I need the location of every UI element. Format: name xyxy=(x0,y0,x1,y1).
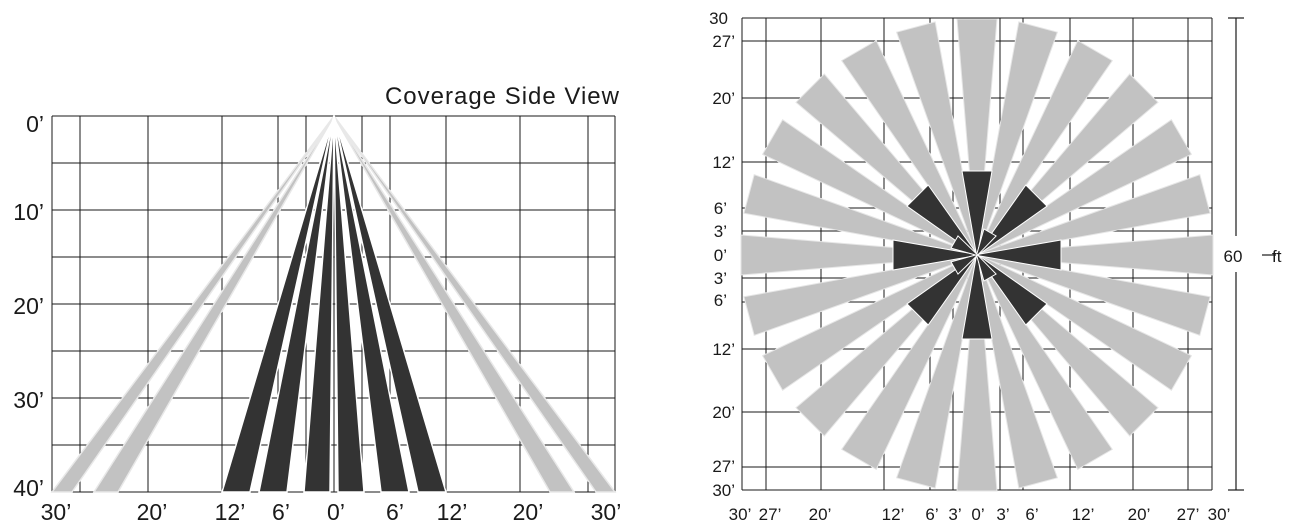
top-y-label: 6’ xyxy=(714,291,727,310)
top-y-label: 30 xyxy=(709,9,728,28)
side-view-far-beams xyxy=(50,115,617,493)
top-x-label: 3’ xyxy=(996,505,1009,524)
side-beam-near-left-2 xyxy=(258,115,335,493)
top-y-label: 3’ xyxy=(714,222,727,241)
top-view-near-beams xyxy=(892,170,1062,340)
top-y-label: 30’ xyxy=(712,481,735,500)
top-view-x-axis-labels: 30’ 27’ 20’ 12’ 6’ 3’ 0’ 3’ 6’ 12’ 20’ 2… xyxy=(729,505,1231,524)
side-view: Coverage Side View xyxy=(13,83,621,525)
top-x-label: 30’ xyxy=(729,505,752,524)
top-x-label: 12’ xyxy=(882,505,905,524)
side-x-label: 30’ xyxy=(41,499,72,525)
side-view-near-beams xyxy=(220,115,448,493)
side-y-label: 30’ xyxy=(13,387,44,413)
top-y-label: 27’ xyxy=(712,32,735,51)
side-y-label: 20’ xyxy=(13,293,44,319)
side-y-label: 40’ xyxy=(13,475,44,501)
side-beam-near-left-3 xyxy=(303,115,335,493)
top-x-label: 3’ xyxy=(948,505,961,524)
side-x-label: 12’ xyxy=(215,499,246,525)
side-beam-far-right-1 xyxy=(333,115,617,493)
dimension-value: 60 xyxy=(1224,247,1243,266)
side-view-y-axis-labels: 0’ 10’ 20’ 30’ 40’ xyxy=(13,111,44,501)
top-x-label: 6’ xyxy=(925,505,938,524)
side-x-label: 12’ xyxy=(437,499,468,525)
top-y-label: 27’ xyxy=(712,457,735,476)
top-x-label: 27’ xyxy=(1177,505,1200,524)
side-view-x-axis-labels: 30’ 20’ 12’ 6’ 0’ 6’ 12’ 20’ 30’ xyxy=(41,499,622,525)
side-x-label: 20’ xyxy=(137,499,168,525)
dimension-unit: ft xyxy=(1272,247,1282,266)
side-x-label: 0’ xyxy=(327,499,345,525)
dimension-marker xyxy=(1228,17,1276,491)
side-beam-near-left-1 xyxy=(220,115,335,493)
side-beam-near-right-3 xyxy=(333,115,365,493)
side-beam-near-right-2 xyxy=(333,115,410,493)
top-y-label: 12’ xyxy=(712,153,735,172)
top-y-label: 3’ xyxy=(714,269,727,288)
side-x-label: 6’ xyxy=(386,499,404,525)
top-x-label: 20’ xyxy=(809,505,832,524)
top-x-label: 0’ xyxy=(971,505,984,524)
top-y-label: 12’ xyxy=(712,340,735,359)
side-y-label: 0’ xyxy=(26,111,44,137)
side-x-label: 20’ xyxy=(513,499,544,525)
top-view-far-beams xyxy=(740,18,1214,492)
top-y-label: 20’ xyxy=(712,89,735,108)
side-beam-far-right-2 xyxy=(333,115,576,493)
top-x-label: 6’ xyxy=(1025,505,1038,524)
side-x-label: 6’ xyxy=(272,499,290,525)
top-y-label: 6’ xyxy=(714,199,727,218)
top-view-y-axis-labels: 30 27’ 20’ 12’ 6’ 3’ 0’ 3’ 6’ 12’ 20’ 27… xyxy=(709,9,735,500)
top-view: 60 ft 30 27’ 20’ 12’ 6’ 3’ 0’ 3’ 6’ 12’ … xyxy=(709,9,1282,524)
top-y-label: 0’ xyxy=(714,246,727,265)
top-x-label: 12’ xyxy=(1072,505,1095,524)
side-beam-near-right-1 xyxy=(333,115,448,493)
side-view-title: Coverage Side View xyxy=(385,83,620,110)
top-x-label: 20’ xyxy=(1128,505,1151,524)
top-x-label: 30’ xyxy=(1208,505,1231,524)
top-y-label: 20’ xyxy=(712,403,735,422)
side-beam-far-left-1 xyxy=(50,115,335,493)
top-x-label: 27’ xyxy=(759,505,782,524)
side-x-label: 30’ xyxy=(591,499,622,525)
side-beam-far-left-2 xyxy=(92,115,335,493)
top-beam-inner xyxy=(950,235,978,256)
side-y-label: 10’ xyxy=(13,199,44,225)
